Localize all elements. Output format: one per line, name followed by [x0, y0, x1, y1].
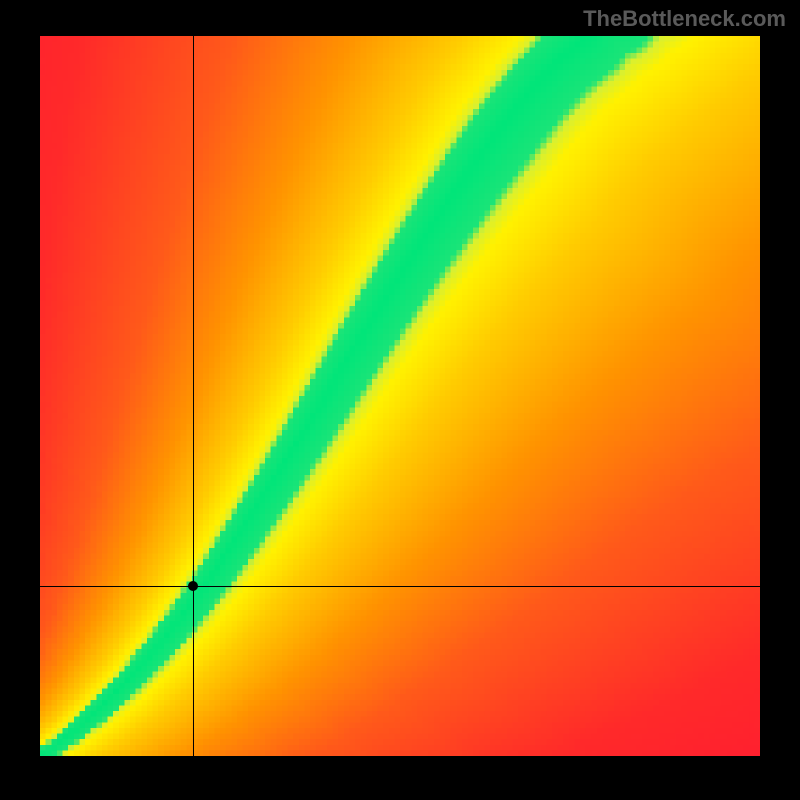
heatmap-canvas [40, 36, 760, 756]
crosshair-horizontal [40, 586, 760, 587]
crosshair-marker-dot [188, 581, 198, 591]
crosshair-vertical [193, 36, 194, 756]
plot-area [40, 36, 760, 756]
watermark-text: TheBottleneck.com [583, 6, 786, 32]
